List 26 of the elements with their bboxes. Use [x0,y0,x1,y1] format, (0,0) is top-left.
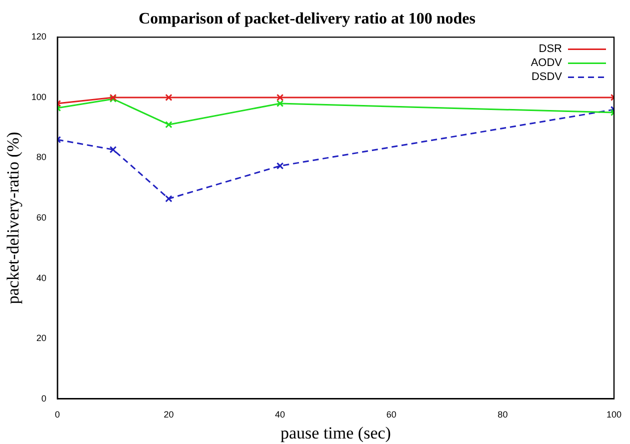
y-tick-label: 0 [41,393,46,404]
point [276,94,284,102]
point [276,100,284,108]
legend-label: DSDV [531,71,563,84]
y-tick-label: 80 [36,152,46,162]
x-axis-title: pause time (sec) [280,423,391,442]
point [165,121,172,128]
y-axis-title: packet-delivery-ratio (%) [4,132,23,304]
legend-label: AODV [530,57,563,70]
x-tick-label: 40 [275,410,286,420]
point [109,146,117,154]
y-tick-label: 100 [31,92,46,102]
y-tick-label: 40 [36,272,46,283]
chart-title: Comparison of packet-delivery ratio at 100 nodes [138,10,476,28]
y-tick-label: 60 [36,212,46,222]
legend-label: DSR [538,43,562,56]
point [165,94,172,102]
y-tick-label: 20 [36,333,46,344]
x-tick-label: 100 [606,410,622,420]
x-tick-label: 60 [386,410,396,420]
point [165,195,172,202]
point [276,162,284,170]
x-tick-label: 80 [498,410,508,420]
x-tick-label: 20 [164,410,174,420]
x-tick-label: 0 [54,410,60,420]
y-tick-label: 120 [31,32,46,42]
